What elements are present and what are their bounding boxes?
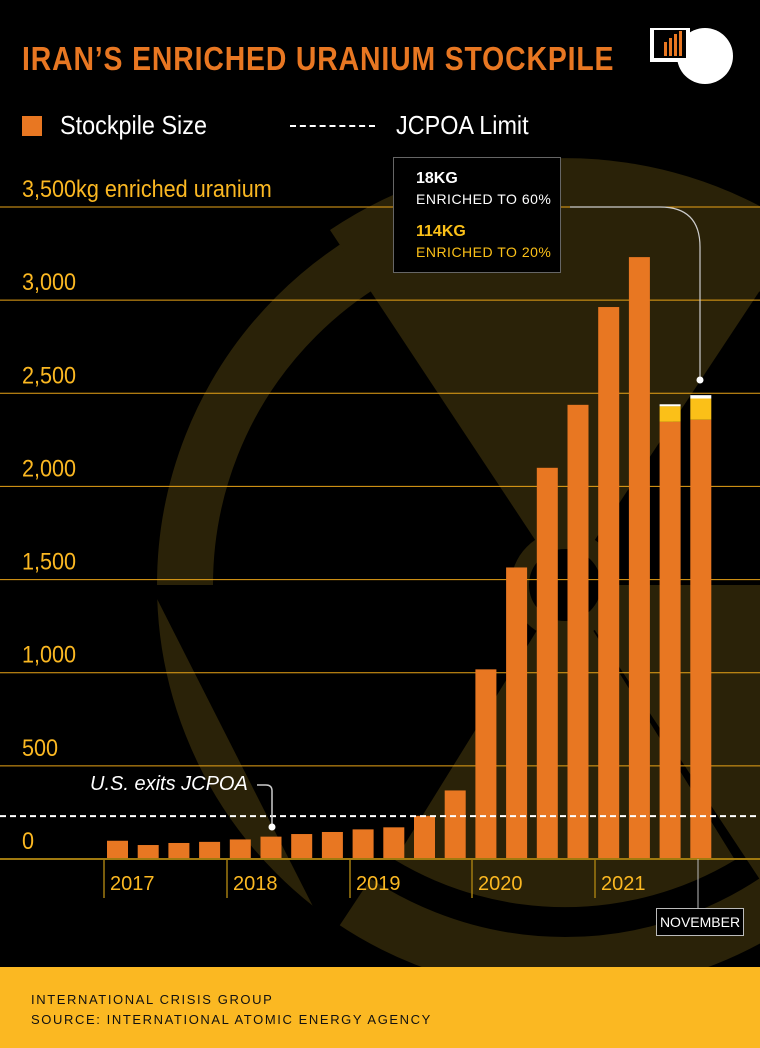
bar-stockpile [506, 567, 528, 859]
footer-source: SOURCE: INTERNATIONAL ATOMIC ENERGY AGEN… [31, 1012, 432, 1027]
bar-stockpile [444, 790, 466, 859]
y-tick-label: 2,500 [22, 361, 76, 388]
bar-stockpile [567, 404, 589, 859]
callout-20-label: ENRICHED TO 20% [416, 244, 552, 260]
annotation-dot [268, 823, 276, 831]
y-tick-label: 1,500 [22, 547, 76, 574]
bar-enriched-60 [690, 395, 712, 399]
bar-stockpile [383, 827, 405, 859]
bar-stockpile [475, 669, 497, 859]
legend-stockpile-swatch [22, 116, 42, 136]
bar-stockpile [291, 834, 313, 859]
bar-stockpile [107, 840, 128, 859]
legend-stockpile-label: Stockpile Size [60, 110, 207, 140]
november-label: NOVEMBER [656, 908, 744, 936]
y-tick-label: 0 [22, 827, 34, 854]
y-tick-label: 2,000 [22, 454, 76, 481]
y-tick-label: 1,000 [22, 641, 76, 668]
footer: INTERNATIONAL CRISIS GROUP SOURCE: INTER… [0, 967, 760, 1048]
annotation-leader [257, 784, 273, 826]
bar-stockpile [199, 841, 221, 859]
legend-limit-label: JCPOA Limit [396, 110, 529, 140]
callout-dot [696, 376, 704, 384]
bar-stockpile [168, 842, 190, 859]
callout-60-value: 18KG [416, 170, 458, 187]
legend-limit-dash [290, 125, 375, 127]
y-tick-label: 3,000 [22, 268, 76, 295]
crisis-group-logo [650, 28, 733, 84]
bar-enriched-20 [659, 406, 681, 422]
footer-org: INTERNATIONAL CRISIS GROUP [31, 992, 274, 1007]
bar-stockpile [414, 815, 435, 859]
bar-enriched-20 [690, 398, 712, 420]
x-year-label: 2019 [356, 873, 401, 895]
callout-20-value: 114KG [416, 223, 466, 240]
bar-stockpile [659, 421, 681, 859]
bar-stockpile [598, 307, 620, 860]
bar-stockpile [536, 467, 558, 859]
y-tick-label: 3,500kg enriched uranium [22, 175, 272, 202]
y-tick-label: 500 [22, 734, 58, 761]
x-year-label: 2020 [478, 873, 523, 895]
x-year-label: 2018 [233, 873, 278, 895]
bar-stockpile [137, 845, 159, 859]
bar-stockpile [628, 257, 650, 860]
callout-leader [570, 206, 701, 378]
x-year-label: 2017 [110, 873, 155, 895]
chart-title: IRAN’S ENRICHED URANIUM STOCKPILE [22, 40, 615, 77]
bar-enriched-60 [659, 404, 681, 407]
bar-stockpile [321, 831, 343, 859]
x-year-label: 2021 [601, 873, 646, 895]
bar-stockpile [260, 836, 282, 859]
bar-stockpile [229, 839, 251, 859]
bar-stockpile [352, 829, 374, 859]
us-exits-annotation: U.S. exits JCPOA [90, 773, 248, 795]
callout-60-label: ENRICHED TO 60% [416, 191, 552, 207]
bar-stockpile [690, 419, 712, 859]
enrichment-callout: 18KG ENRICHED TO 60% 114KG ENRICHED TO 2… [393, 157, 561, 273]
